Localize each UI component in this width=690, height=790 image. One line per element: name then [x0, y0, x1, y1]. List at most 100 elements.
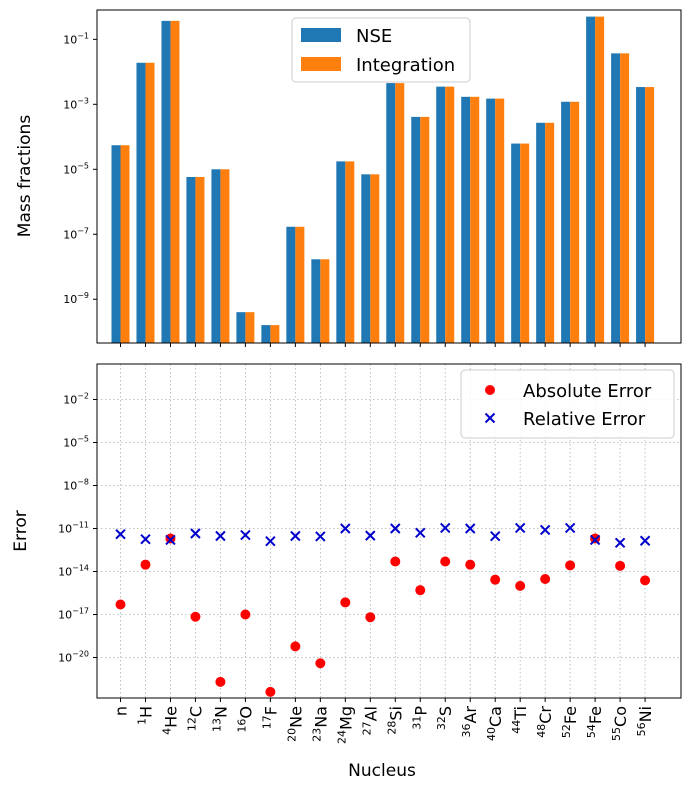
- relative-error-point-6: [265, 536, 276, 547]
- bar-integration-4: [220, 169, 230, 343]
- top-ytick-label-3: 10−3: [63, 96, 89, 111]
- bar-integration-6: [270, 325, 280, 343]
- absolute-error-point-3: [190, 611, 201, 622]
- top-legend: NSE Integration: [291, 17, 471, 83]
- nucleus-label-9: 24Mg: [335, 706, 355, 744]
- nucleus-label-13: 32S: [435, 706, 455, 730]
- absolute-error-point-10: [365, 612, 376, 623]
- bar-nse-7: [286, 226, 296, 343]
- absolute-error-point-13: [440, 556, 451, 567]
- bottom-ytick-label-1: 10−17: [58, 607, 89, 622]
- legend-label-nse: NSE: [356, 26, 392, 47]
- bottom-plot-frame: [96, 363, 682, 699]
- bottom-ytick-label-0: 10−20: [58, 650, 89, 665]
- nucleus-label-0: n: [112, 706, 131, 716]
- bar-integration-11: [395, 83, 405, 343]
- relative-error-point-9: [340, 523, 351, 534]
- absolute-error-point-5: [240, 609, 251, 620]
- bar-integration-7: [295, 226, 305, 343]
- bar-integration-3: [195, 176, 205, 343]
- bar-integration-12: [420, 116, 430, 343]
- nucleus-label-11: 28Si: [385, 706, 405, 735]
- bar-integration-15: [495, 98, 505, 343]
- absolute-error-point-12: [415, 585, 426, 596]
- mass-fraction-panel: 10−9 10−7 10−5 10−3 10−1 Mass fractions NSE …: [15, 9, 682, 347]
- nucleus-label-8: 23Na: [310, 706, 330, 742]
- bar-integration-1: [145, 62, 155, 343]
- top-ytick-label-0: 10−9: [63, 291, 89, 306]
- bottom-ytick-label-4: 10−8: [63, 478, 89, 493]
- legend-marker-absolute: [485, 385, 495, 395]
- relative-error-point-14: [465, 523, 476, 534]
- nucleus-label-3: 12C: [185, 706, 205, 731]
- bar-nse-8: [311, 259, 321, 343]
- bar-nse-3: [186, 176, 196, 343]
- legend-label-relative: Relative Error: [523, 409, 646, 430]
- bar-nse-1: [136, 62, 146, 343]
- bar-integration-8: [320, 259, 330, 343]
- bar-integration-18: [570, 101, 580, 344]
- bar-nse-14: [461, 96, 471, 343]
- legend-x-glyph: [484, 412, 496, 424]
- relative-error-point-20: [614, 537, 626, 549]
- bottom-legend-frame: [460, 369, 675, 439]
- relative-error-point-16: [514, 522, 526, 534]
- bar-nse-9: [336, 161, 346, 343]
- absolute-error-point-11: [390, 556, 401, 567]
- top-ytick-label-2: 10−5: [63, 161, 89, 176]
- legend-swatch-nse: [301, 28, 341, 42]
- absolute-error-point-16: [515, 580, 526, 591]
- absolute-error-point-17: [540, 574, 551, 585]
- legend-swatch-integration: [301, 57, 341, 71]
- bar-nse-11: [386, 83, 396, 343]
- nucleus-label-20: 55Co: [610, 706, 630, 741]
- absolute-error-point-0: [115, 599, 126, 610]
- absolute-error-point-8: [315, 658, 326, 669]
- top-x-ticks: [120, 343, 646, 347]
- bar-nse-0: [111, 145, 121, 343]
- bar-integration-0: [120, 145, 130, 343]
- absolute-error-point-7: [290, 641, 301, 652]
- nucleus-label-1: 1H: [135, 706, 155, 725]
- bar-nse-13: [436, 86, 446, 344]
- bar-integration-21: [645, 87, 655, 343]
- nucleus-label-6: 17F: [260, 706, 280, 729]
- bar-nse-12: [411, 116, 421, 343]
- relative-error-point-3: [190, 528, 201, 539]
- absolute-error-point-4: [215, 676, 226, 687]
- bottom-y-ticks: 10−20 10−17 10−14 10−11 10−8 10−5 10−2: [58, 392, 97, 665]
- legend-label-absolute: Absolute Error: [523, 381, 652, 402]
- bar-integration-17: [545, 122, 555, 343]
- bar-nse-10: [361, 174, 371, 343]
- bottom-ytick-label-6: 10−2: [63, 392, 89, 407]
- bottom-ytick-label-2: 10−14: [58, 564, 89, 579]
- top-ytick-label-1: 10−7: [63, 226, 89, 241]
- relative-error-point-8: [315, 531, 326, 542]
- nucleus-label-21: 56Ni: [635, 706, 655, 736]
- relative-error-point-21: [639, 535, 651, 546]
- relative-error-point-0: [115, 529, 126, 540]
- nucleus-label-12: 31P: [410, 706, 430, 730]
- relative-error-point-11: [390, 523, 401, 534]
- bar-integration-14: [470, 96, 480, 343]
- nucleus-label-16: 44Ti: [510, 706, 530, 734]
- top-y-ticks: 10−9 10−7 10−5 10−3 10−1: [63, 31, 97, 306]
- bar-integration-13: [445, 86, 455, 344]
- absolute-error-point-18: [565, 560, 576, 571]
- top-ytick-label-4: 10−1: [63, 31, 89, 46]
- relative-error-point-7: [290, 530, 301, 542]
- bar-nse-20: [611, 53, 621, 344]
- top-y-axis-label: Mass fractions: [15, 115, 35, 238]
- relative-error-point-5: [240, 529, 251, 541]
- bar-nse-18: [561, 101, 571, 344]
- bars-group: [111, 16, 655, 344]
- absolute-error-point-1: [140, 559, 151, 570]
- nucleus-label-5: 16O: [235, 706, 255, 733]
- bar-integration-2: [170, 20, 180, 344]
- absolute-error-point-9: [340, 597, 351, 608]
- relative-error-point-18: [564, 522, 576, 534]
- absolute-error-point-21: [640, 575, 651, 586]
- bar-integration-20: [620, 53, 630, 344]
